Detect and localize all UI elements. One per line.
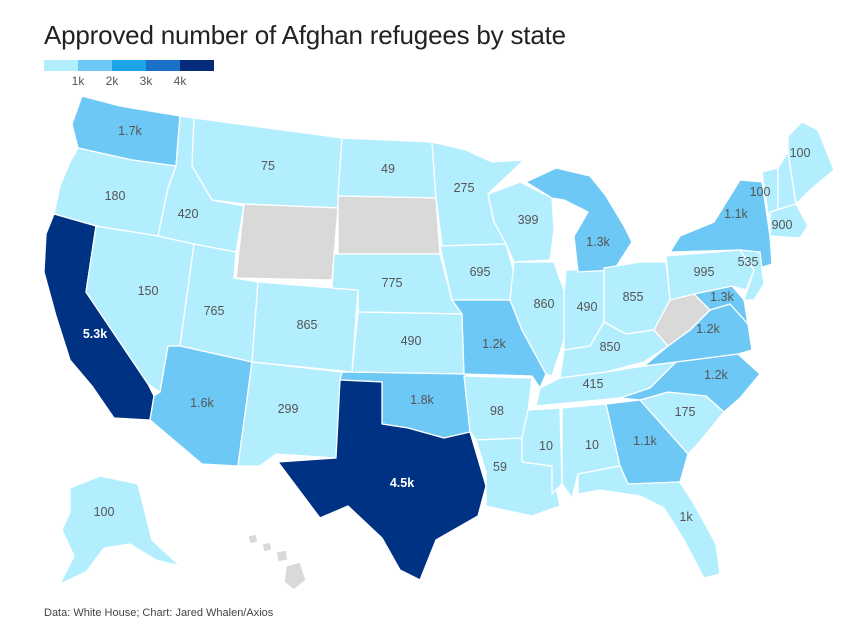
label-co: 865 xyxy=(297,318,318,332)
label-va: 1.2k xyxy=(696,322,720,336)
state-ak[interactable] xyxy=(59,475,181,585)
label-al: 10 xyxy=(585,438,599,452)
state-sd xyxy=(337,195,441,255)
label-wa: 1.7k xyxy=(118,124,142,138)
label-in: 490 xyxy=(577,300,598,314)
state-hi xyxy=(247,533,307,591)
label-ia: 695 xyxy=(470,265,491,279)
label-mo: 1.2k xyxy=(482,337,506,351)
label-nd: 49 xyxy=(381,162,395,176)
label-ks: 490 xyxy=(401,334,422,348)
label-id: 420 xyxy=(178,207,199,221)
state-me[interactable] xyxy=(787,121,835,205)
legend-swatch-5 xyxy=(180,60,214,71)
label-il: 860 xyxy=(534,297,555,311)
color-legend: 1k 2k 3k 4k xyxy=(44,60,214,90)
state-ma[interactable] xyxy=(769,203,809,239)
label-vt: 100 xyxy=(750,185,771,199)
label-ny: 1.1k xyxy=(724,207,748,221)
source-credit: Data: White House; Chart: Jared Whalen/A… xyxy=(44,607,274,619)
label-mi: 1.3k xyxy=(586,235,610,249)
label-md: 1.3k xyxy=(710,290,734,304)
label-ky: 850 xyxy=(600,340,621,354)
legend-swatch-3 xyxy=(112,60,146,71)
label-wi: 399 xyxy=(518,213,539,227)
label-me: 100 xyxy=(790,146,811,160)
label-ar: 98 xyxy=(490,404,504,418)
label-ok: 1.8k xyxy=(410,393,434,407)
legend-swatch-4 xyxy=(146,60,180,71)
state-tx[interactable] xyxy=(277,379,487,581)
state-shapes xyxy=(43,95,835,591)
label-fl: 1k xyxy=(679,510,693,524)
legend-tick-1k: 1k xyxy=(71,74,85,88)
label-la: 59 xyxy=(493,460,507,474)
label-mn: 275 xyxy=(454,181,475,195)
state-wi[interactable] xyxy=(487,181,555,263)
label-nv: 150 xyxy=(138,284,159,298)
legend-tick-4k: 4k xyxy=(173,74,187,88)
state-wy xyxy=(235,203,339,281)
label-or: 180 xyxy=(105,189,126,203)
state-ms[interactable] xyxy=(521,407,563,495)
state-value-labels: 1.7k 180 5.3k 150 420 75 765 1.6k 865 29… xyxy=(83,124,811,524)
label-tx: 4.5k xyxy=(390,476,414,490)
state-il[interactable] xyxy=(509,261,567,377)
legend-tick-3k: 3k xyxy=(139,74,153,88)
state-nj[interactable] xyxy=(739,249,765,301)
label-mt: 75 xyxy=(261,159,275,173)
label-tn: 415 xyxy=(583,377,604,391)
legend-ticks: 1k 2k 3k 4k xyxy=(44,74,214,90)
label-ca: 5.3k xyxy=(83,327,107,341)
label-sc: 175 xyxy=(675,405,696,419)
label-oh: 855 xyxy=(623,290,644,304)
legend-swatch-2 xyxy=(78,60,112,71)
label-nc: 1.2k xyxy=(704,368,728,382)
legend-swatch-1 xyxy=(44,60,78,71)
label-az: 1.6k xyxy=(190,396,214,410)
label-nm: 299 xyxy=(278,402,299,416)
label-ak: 100 xyxy=(94,505,115,519)
chart-title: Approved number of Afghan refugees by st… xyxy=(44,20,566,50)
state-fl[interactable] xyxy=(577,465,721,579)
legend-tick-2k: 2k xyxy=(105,74,119,88)
legend-color-bar xyxy=(44,60,214,71)
label-ga: 1.1k xyxy=(633,434,657,448)
label-ms: 10 xyxy=(539,439,553,453)
label-ma: 900 xyxy=(772,218,793,232)
label-pa: 995 xyxy=(694,265,715,279)
label-ut: 765 xyxy=(204,304,225,318)
label-ne: 775 xyxy=(382,276,403,290)
label-nj: 535 xyxy=(738,255,759,269)
